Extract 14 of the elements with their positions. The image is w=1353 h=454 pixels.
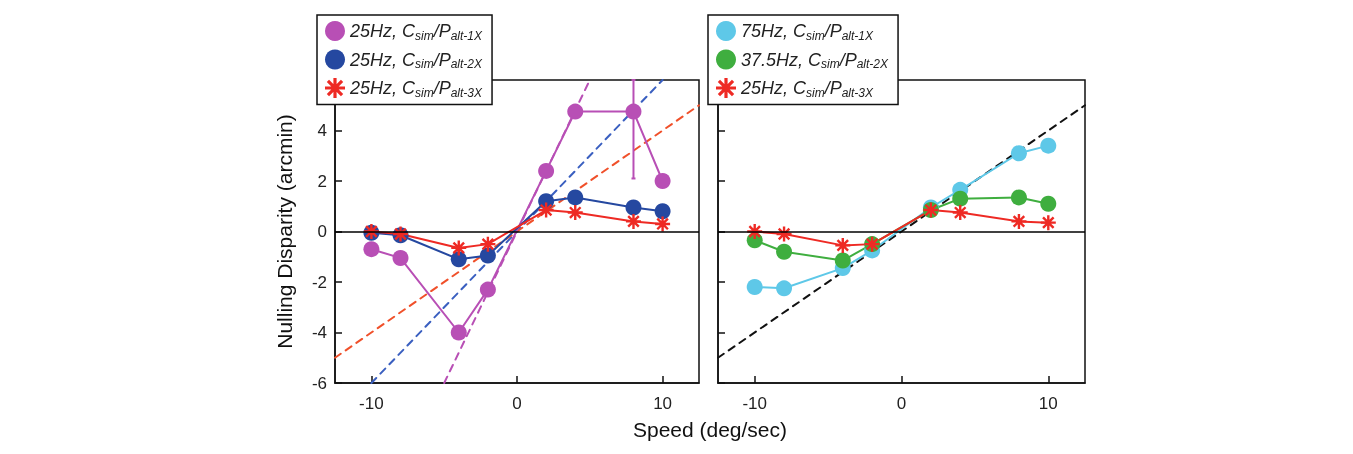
x-tick-label: -10 bbox=[359, 394, 384, 413]
x-tick-label: -10 bbox=[742, 394, 767, 413]
x-tick-label: 0 bbox=[896, 394, 907, 413]
y-tick-label: -6 bbox=[311, 373, 327, 393]
x-tick-label: 0 bbox=[512, 394, 522, 413]
y-tick-label: 4 bbox=[317, 121, 327, 140]
x-axis-title: Speed (deg/sec) bbox=[632, 418, 788, 442]
y-tick-label: -2 bbox=[311, 272, 327, 292]
y-axis-title: Nulling Disparity (arcmin) bbox=[273, 114, 296, 349]
y-tick-label: 2 bbox=[317, 171, 327, 191]
x-tick-label: 10 bbox=[1038, 394, 1058, 413]
y-tick-label: -4 bbox=[311, 323, 327, 342]
y-tick-label: 0 bbox=[317, 222, 327, 241]
x-tick-label: 10 bbox=[653, 394, 673, 413]
